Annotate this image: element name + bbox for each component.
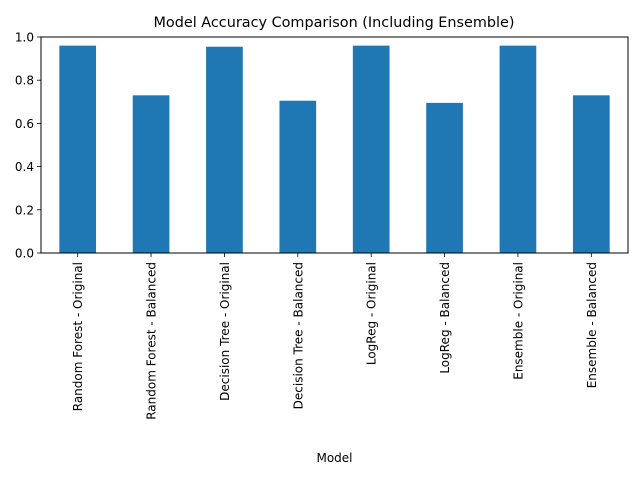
x-tick-label: Decision Tree - Original bbox=[218, 262, 232, 401]
x-axis-label: Model bbox=[316, 451, 352, 465]
bars-layer bbox=[59, 45, 610, 253]
y-tick-label: 1.0 bbox=[15, 31, 34, 45]
y-tick-label: 0.4 bbox=[15, 160, 34, 174]
bar bbox=[352, 45, 390, 253]
x-axis: Random Forest - Original Random Forest - … bbox=[71, 253, 599, 420]
y-tick-label: 0.0 bbox=[15, 247, 34, 261]
bar bbox=[426, 102, 463, 253]
x-tick-label: LogReg - Original bbox=[365, 262, 379, 365]
x-tick-label: Ensemble - Balanced bbox=[585, 262, 599, 388]
x-tick-label: Decision Tree - Balanced bbox=[291, 262, 305, 409]
x-tick-label: Ensemble - Original bbox=[511, 262, 525, 380]
bar bbox=[279, 100, 317, 253]
x-tick-label: LogReg - Balanced bbox=[438, 262, 452, 374]
y-axis: 0.0 0.2 0.4 0.6 0.8 1.0 bbox=[15, 31, 41, 261]
chart-title: Model Accuracy Comparison (Including Ens… bbox=[154, 15, 515, 31]
plot-frame bbox=[40, 36, 629, 254]
y-tick-label: 0.2 bbox=[15, 203, 34, 217]
bar bbox=[59, 45, 97, 253]
bar bbox=[206, 46, 243, 253]
bar bbox=[132, 95, 170, 253]
x-tick-label: Random Forest - Balanced bbox=[145, 262, 159, 420]
y-tick-label: 0.8 bbox=[15, 74, 34, 88]
bar bbox=[499, 45, 537, 253]
bar bbox=[572, 95, 610, 253]
y-tick-label: 0.6 bbox=[15, 117, 34, 131]
x-tick-label: Random Forest - Original bbox=[71, 262, 85, 411]
